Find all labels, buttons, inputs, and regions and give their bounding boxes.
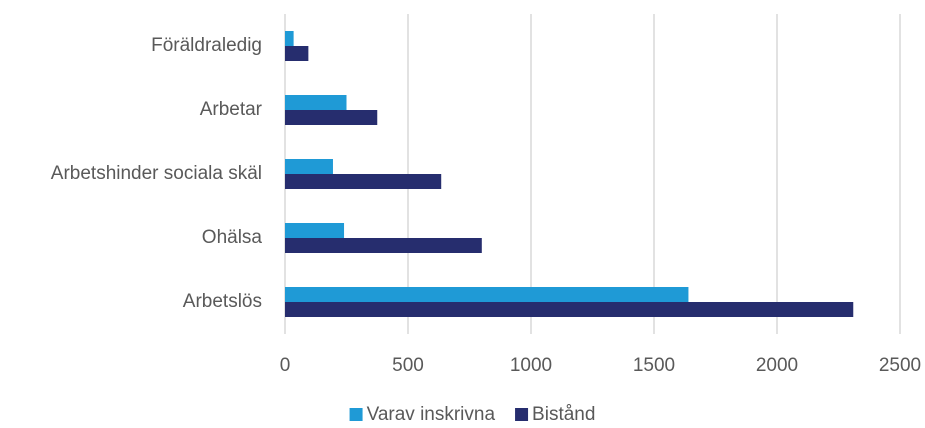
legend-swatch — [349, 408, 363, 421]
legend-label: Bistånd — [532, 404, 595, 425]
x-tick-label: 0 — [280, 355, 291, 376]
bar — [285, 302, 854, 317]
x-tick-label: 2000 — [756, 355, 798, 376]
bar — [285, 31, 294, 46]
bar — [285, 95, 347, 110]
x-tick-label: 1000 — [510, 355, 552, 376]
bar — [285, 46, 309, 61]
bar — [285, 174, 442, 189]
bar — [285, 223, 345, 238]
y-tick-label: Arbetar — [200, 99, 263, 120]
y-tick-label: Arbetshinder sociala skäl — [51, 163, 262, 184]
x-tick-label: 1500 — [633, 355, 675, 376]
x-tick-label: 2500 — [879, 355, 921, 376]
y-tick-label: Arbetslös — [183, 291, 262, 312]
y-tick-label: Ohälsa — [202, 227, 263, 248]
y-tick-label: Föräldraledig — [151, 35, 262, 56]
bar — [285, 238, 482, 253]
legend-label: Varav inskrivna — [367, 404, 496, 425]
bar — [285, 110, 378, 125]
bar — [285, 159, 333, 174]
x-tick-label: 500 — [392, 355, 424, 376]
legend-swatch — [515, 408, 529, 421]
bar — [285, 287, 689, 302]
